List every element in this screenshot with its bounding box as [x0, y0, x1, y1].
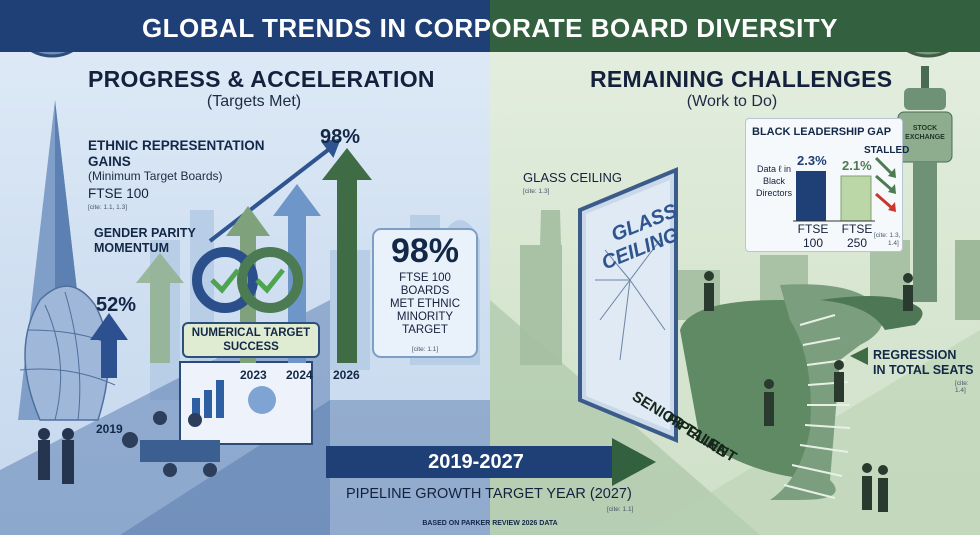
glass-ceiling-label: GLASS CEILING	[523, 170, 622, 185]
regression-arrow-icon	[850, 347, 868, 365]
pipeline-target-cite: [cite: 1.1]	[607, 506, 634, 513]
ethnic-heading-line1: ETHNIC REPRESENTATION	[88, 138, 265, 153]
bar-ftse100	[796, 171, 826, 221]
header-bar-right	[490, 0, 980, 52]
pipeline-target-label: PIPELINE GROWTH TARGET YEAR (2027)	[346, 486, 632, 502]
glass-ceiling-cite: [cite: 1.3]	[523, 188, 550, 195]
team-meeting-illustration	[38, 361, 313, 484]
gap-cite-line2: 1.4]	[888, 240, 899, 247]
bar-ftse250	[840, 175, 872, 222]
checkmark-left-icon	[210, 268, 240, 294]
gap-bar-chart	[793, 156, 896, 222]
staircase-illustration	[680, 284, 923, 500]
target-line2: SUCCESS	[223, 341, 279, 353]
interlocking-rings-icon	[192, 247, 303, 313]
gap-stalled: STALLED	[864, 145, 910, 156]
ethnic-index: FTSE 100	[88, 186, 149, 201]
callout-percentage: 98%	[390, 232, 460, 270]
challenges-title: REMAINING CHALLENGES	[590, 66, 893, 92]
gap-title: BLACK LEADERSHIP GAP	[752, 126, 892, 138]
tower-label-line1: STOCK	[912, 125, 938, 132]
gap-cat2-line2: 250	[846, 236, 868, 250]
progress-title: PROGRESS & ACCELERATION	[88, 66, 435, 92]
timeline-bar	[326, 446, 616, 478]
regression-line1: REGRESSION	[873, 348, 957, 362]
gap-cat1-line1: FTSE	[797, 222, 829, 236]
gap-description: Data ℓ in Black Directors	[755, 164, 792, 198]
gap-cat2-line1: FTSE	[841, 222, 873, 236]
challenges-subtitle: (Work to Do)	[686, 93, 778, 110]
gender-heading-line2: MOMENTUM	[94, 241, 169, 255]
gap-value-ftse250: 2.1%	[842, 158, 872, 173]
data-source-note: BASED ON PARKER REVIEW 2026 DATA	[422, 520, 558, 527]
ethnic-heading-line2: GAINS	[88, 154, 131, 169]
callout-text: FTSE 100 BOARDS MET ETHNIC MINORITY TARG…	[389, 272, 461, 336]
timeline-arrowhead-icon	[612, 438, 656, 486]
callout-cite: [cite: 1.1]	[411, 346, 439, 353]
target-line1: NUMERICAL TARGET	[191, 327, 311, 339]
tower-label-line2: EXCHANGE	[905, 134, 945, 141]
page-title: GLOBAL TRENDS IN CORPORATE BOARD DIVERSI…	[141, 13, 839, 43]
glass-ceiling-pane	[578, 167, 678, 443]
gap-cite-line1: [cite: 1.3,	[874, 232, 901, 239]
numerical-target-box: NUMERICAL TARGET SUCCESS	[182, 322, 320, 358]
gap-value-ftse100: 2.3%	[797, 153, 827, 168]
end-percentage: 98%	[320, 126, 361, 148]
ftse-callout-card: 98% FTSE 100 BOARDS MET ETHNIC MINORITY …	[372, 228, 478, 358]
year-2024: 2024	[286, 368, 313, 382]
start-percentage: 52%	[96, 294, 137, 316]
gap-cat1-line2: 100	[802, 236, 824, 250]
ethnic-cite: [cite: 1.1, 1.3]	[88, 204, 128, 211]
checkmark-right-icon	[255, 268, 285, 294]
stock-exchange-tower-icon	[897, 66, 953, 302]
gender-heading-line1: GENDER PARITY	[94, 226, 196, 240]
year-2019: 2019	[96, 422, 123, 436]
header-bar-left	[0, 0, 490, 52]
timeline-range: 2019-2027	[428, 451, 524, 473]
year-2026: 2026	[333, 368, 360, 382]
year-2023: 2023	[240, 368, 267, 382]
arrow-2026	[322, 148, 372, 363]
regression-line2: IN TOTAL SEATS	[873, 363, 974, 377]
regression-cite: [cite: 1.4]	[955, 380, 969, 394]
ethnic-subheading: (Minimum Target Boards)	[88, 169, 223, 183]
progress-subtitle: (Targets Met)	[206, 93, 302, 110]
arrow-2019	[90, 313, 128, 378]
decline-arrows-icon	[874, 156, 896, 212]
